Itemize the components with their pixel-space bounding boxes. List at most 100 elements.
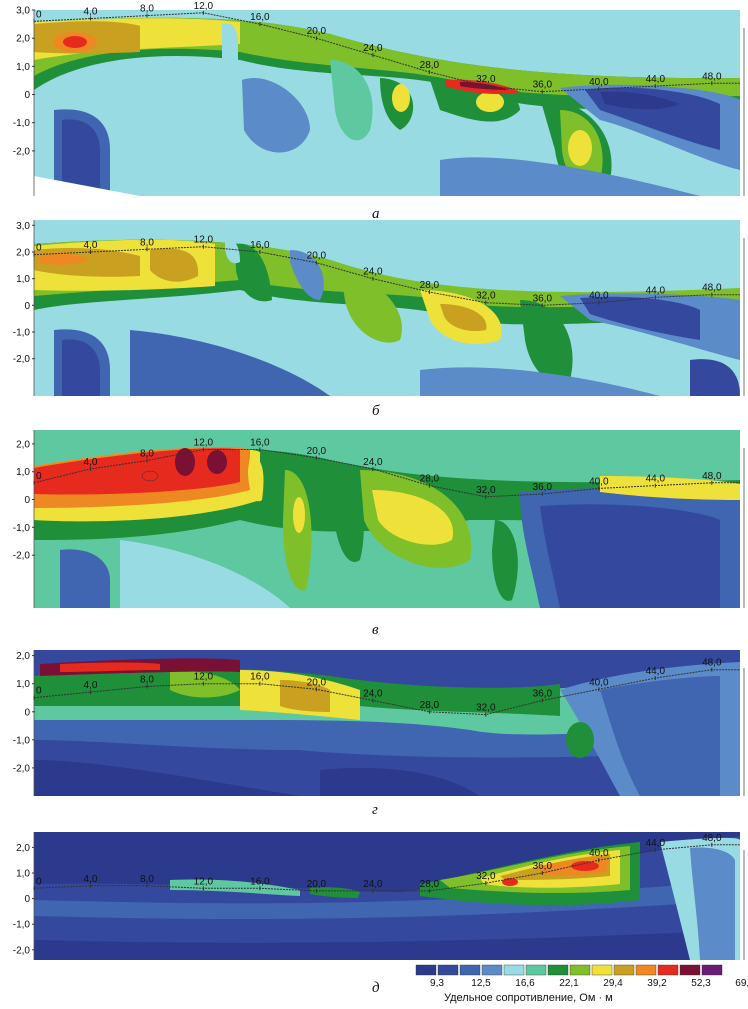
- x-tick-label: 36,0: [533, 482, 553, 493]
- y-axis-a: 3,0 2,0 1,0 0 -1,0 -2,0: [13, 6, 745, 196]
- x-tick-label: 0: [36, 686, 42, 697]
- x-tick-label: 0: [36, 243, 42, 254]
- x-tick-label: 44,0: [646, 285, 666, 296]
- y-tick-label: -2,0: [13, 146, 31, 157]
- x-tick-label: 8,0: [140, 237, 154, 248]
- x-tick-label: 16,0: [250, 12, 270, 23]
- legend-title: Удельное сопротивление, Ом · м: [444, 992, 613, 1004]
- x-tick-label: 4,0: [84, 680, 98, 691]
- x-tick-label: 40,0: [589, 291, 609, 302]
- x-tick-label: 36,0: [533, 689, 553, 700]
- y-tick-label: 0: [24, 301, 30, 312]
- legend-label: 52,3: [691, 978, 711, 989]
- y-tick-label: 3,0: [16, 6, 30, 17]
- y-tick-label: 1,0: [16, 679, 30, 690]
- legend-label: 9,3: [430, 978, 444, 989]
- legend-swatch: [679, 964, 701, 976]
- y-tick-label: -1,0: [13, 328, 31, 339]
- x-tick-label: 40,0: [589, 476, 609, 487]
- x-axis-b: 0 4,0 8,0 12,0 16,0 20,0 24,0 28,0 32,0 36,0 40,0 4…: [33, 235, 722, 308]
- legend-swatch: [437, 964, 459, 976]
- x-axis-a: 0 4,0 8,0 12,0 16,0 20,0 24,0 28,0 32,0 36,0 40,0 4…: [33, 1, 722, 94]
- x-tick-label: 20,0: [307, 446, 327, 457]
- panel-label-d: г: [372, 802, 378, 818]
- x-tick-label: 32,0: [476, 871, 496, 882]
- panel-label-b: б: [372, 403, 380, 419]
- x-tick-label: 48,0: [702, 283, 722, 294]
- y-tick-label: 1,0: [16, 869, 30, 880]
- x-tick-label: 36,0: [533, 80, 553, 91]
- legend-swatch: [701, 964, 723, 976]
- y-tick-label: 0: [24, 90, 30, 101]
- y-tick-label: 1,0: [16, 467, 30, 478]
- x-tick-label: 0: [36, 9, 42, 20]
- x-tick-label: 40,0: [589, 77, 609, 88]
- x-tick-label: 28,0: [420, 280, 440, 291]
- y-tick-label: 1,0: [16, 62, 30, 73]
- panel-a: 3,0 2,0 1,0 0 -1,0 -2,0 0 4,0 8,0 12,0 16,0 20,0 24…: [13, 1, 745, 222]
- y-tick-label: 0: [24, 495, 30, 506]
- color-legend: 9,3 12,5 16,6 22,1 29,4 39,2 52,3 69,4 Удельное…: [415, 964, 748, 1004]
- x-tick-label: 28,0: [420, 879, 440, 890]
- y-tick-label: -2,0: [13, 945, 31, 956]
- x-tick-label: 16,0: [250, 240, 270, 251]
- legend-swatch: [635, 964, 657, 976]
- legend-swatch: [547, 964, 569, 976]
- legend-label: 16,6: [515, 978, 535, 989]
- x-tick-label: 44,0: [646, 74, 666, 85]
- x-tick-label: 12,0: [194, 1, 214, 12]
- x-tick-label: 4,0: [84, 240, 98, 251]
- legend-label: 12,5: [471, 978, 491, 989]
- x-tick-label: 40,0: [589, 677, 609, 688]
- y-tick-label: 3,0: [16, 221, 30, 232]
- legend-swatch: [569, 964, 591, 976]
- legend-labels: 9,3 12,5 16,6 22,1 29,4 39,2 52,3 69,4: [430, 978, 748, 989]
- x-tick-label: 12,0: [194, 672, 214, 683]
- y-tick-label: 0: [24, 707, 30, 718]
- x-tick-label: 24,0: [363, 267, 383, 278]
- y-tick-label: -2,0: [13, 763, 31, 774]
- x-tick-label: 32,0: [476, 703, 496, 714]
- legend-label: 22,1: [559, 978, 579, 989]
- x-tick-label: 20,0: [307, 879, 327, 890]
- y-tick-label: 2,0: [16, 439, 30, 450]
- y-tick-label: -1,0: [13, 118, 31, 129]
- legend-swatches: [415, 964, 723, 976]
- legend-swatch: [481, 964, 503, 976]
- section-a: [34, 10, 740, 196]
- x-axis-e: 0 4,0 8,0 12,0 16,0 20,0 24,0 28,0 32,0 36,0 40,0 4…: [33, 833, 722, 893]
- x-tick-label: 40,0: [589, 848, 609, 859]
- y-tick-label: -2,0: [13, 354, 31, 365]
- legend-swatch: [415, 964, 437, 976]
- x-tick-label: 4,0: [84, 7, 98, 18]
- legend-swatch: [591, 964, 613, 976]
- section-e: [34, 832, 740, 960]
- legend-swatch: [657, 964, 679, 976]
- surface-profile-a: [33, 12, 740, 93]
- y-tick-label: -1,0: [13, 920, 31, 931]
- y-tick-label: 0: [24, 894, 30, 905]
- y-axis-d: 2,0 1,0 0 -1,0 -2,0: [13, 650, 745, 796]
- x-tick-label: 24,0: [363, 689, 383, 700]
- x-tick-label: 44,0: [646, 666, 666, 677]
- panel-label-a: а: [372, 206, 380, 222]
- panel-b: 3,0 2,0 1,0 0 -1,0 -2,0 0 4,0 8,0 12,0 16,0 20,0 24…: [13, 220, 745, 419]
- y-tick-label: 2,0: [16, 34, 30, 45]
- y-tick-label: -1,0: [13, 523, 31, 534]
- y-tick-label: -1,0: [13, 735, 31, 746]
- x-tick-label: 36,0: [533, 293, 553, 304]
- x-tick-label: 8,0: [140, 874, 154, 885]
- legend-label: 69,4: [735, 978, 748, 989]
- y-axis-c: 2,0 1,0 0 -1,0 -2,0: [13, 430, 745, 608]
- x-tick-label: 0: [36, 471, 42, 482]
- x-tick-label: 48,0: [702, 71, 722, 82]
- x-tick-label: 28,0: [420, 474, 440, 485]
- x-tick-label: 36,0: [533, 861, 553, 872]
- x-tick-label: 12,0: [194, 235, 214, 246]
- x-tick-label: 20,0: [307, 251, 327, 262]
- y-tick-label: 1,0: [16, 274, 30, 285]
- legend-swatch: [613, 964, 635, 976]
- surface-profile-e: [33, 844, 740, 892]
- x-tick-label: 48,0: [702, 471, 722, 482]
